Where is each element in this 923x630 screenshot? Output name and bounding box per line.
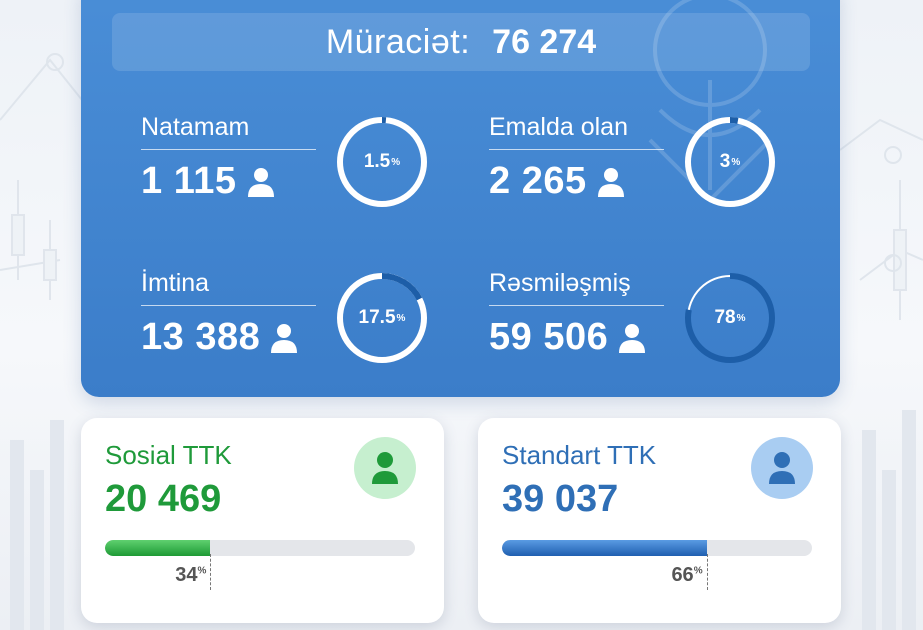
percent-unit: % bbox=[693, 565, 703, 577]
person-icon bbox=[597, 167, 624, 197]
progress-arc bbox=[685, 273, 775, 363]
card-percent: 66 bbox=[671, 564, 694, 586]
total-applications-value: 76 274 bbox=[492, 22, 597, 61]
stat-label: Rəsmiləşmiş bbox=[489, 269, 631, 297]
stat-value: 13 388 bbox=[141, 316, 261, 358]
ring-resmilesmis: 78% bbox=[683, 271, 777, 365]
ring-natamam: 1.5% bbox=[335, 115, 429, 209]
percent-unit: % bbox=[736, 312, 746, 324]
total-applications-header: Müraciət: 76 274 bbox=[112, 13, 810, 71]
avatar bbox=[751, 437, 813, 499]
avatar bbox=[354, 437, 416, 499]
person-icon bbox=[372, 452, 398, 484]
person-icon bbox=[769, 452, 795, 484]
progress-arc bbox=[685, 117, 775, 207]
percent-unit: % bbox=[396, 312, 406, 324]
stat-percent: 1.5 bbox=[363, 151, 391, 172]
person-icon bbox=[247, 167, 274, 197]
stat-label: İmtina bbox=[141, 269, 210, 297]
stat-percent: 78 bbox=[714, 307, 736, 328]
card-title: Standart TTK bbox=[502, 440, 657, 470]
progress-percent-label: 34% bbox=[150, 564, 206, 587]
stat-value: 59 506 bbox=[489, 316, 609, 358]
stat-natamam: Natamam 1 115 bbox=[141, 113, 316, 203]
divider bbox=[489, 149, 664, 150]
person-icon bbox=[619, 323, 646, 353]
card-sosial-ttk: Sosial TTK 20 469 34% bbox=[81, 418, 444, 623]
ring-imtina: 17.5% bbox=[335, 271, 429, 365]
card-title: Sosial TTK bbox=[105, 440, 232, 470]
stat-resmilesmis: Rəsmiləşmiş 59 506 bbox=[489, 269, 664, 359]
progress-bar bbox=[105, 540, 415, 556]
stat-percent: 3 bbox=[719, 151, 731, 172]
percent-unit: % bbox=[731, 156, 741, 168]
progress-bar bbox=[502, 540, 812, 556]
percent-unit: % bbox=[391, 156, 401, 168]
stat-label: Emalda olan bbox=[489, 113, 628, 141]
progress-arc bbox=[337, 117, 427, 207]
progress-percent-label: 66% bbox=[647, 564, 703, 587]
stat-percent: 17.5 bbox=[358, 307, 396, 328]
total-applications-label: Müraciət: bbox=[325, 22, 471, 61]
divider bbox=[489, 305, 664, 306]
percent-unit: % bbox=[197, 565, 207, 577]
card-percent: 34 bbox=[175, 564, 198, 586]
divider bbox=[141, 305, 316, 306]
stat-label: Natamam bbox=[141, 113, 250, 141]
ring-emalda: 3% bbox=[683, 115, 777, 209]
card-value: 20 469 bbox=[105, 478, 222, 520]
card-value: 39 037 bbox=[502, 478, 619, 520]
stat-emalda: Emalda olan 2 265 bbox=[489, 113, 664, 203]
person-icon bbox=[271, 323, 298, 353]
progress-bar-fill bbox=[105, 540, 211, 556]
progress-bar-fill bbox=[502, 540, 707, 556]
stat-imtina: İmtina 13 388 bbox=[141, 269, 316, 359]
stat-value: 2 265 bbox=[489, 160, 587, 202]
applications-summary-card: Müraciət: 76 274 Natamam 1 115 1.5% Emal… bbox=[81, 0, 840, 397]
progress-marker bbox=[210, 554, 212, 590]
divider bbox=[141, 149, 316, 150]
stat-value: 1 115 bbox=[141, 160, 237, 202]
progress-arc bbox=[337, 273, 427, 363]
progress-marker bbox=[706, 554, 708, 590]
card-standart-ttk: Standart TTK 39 037 66% bbox=[478, 418, 841, 623]
